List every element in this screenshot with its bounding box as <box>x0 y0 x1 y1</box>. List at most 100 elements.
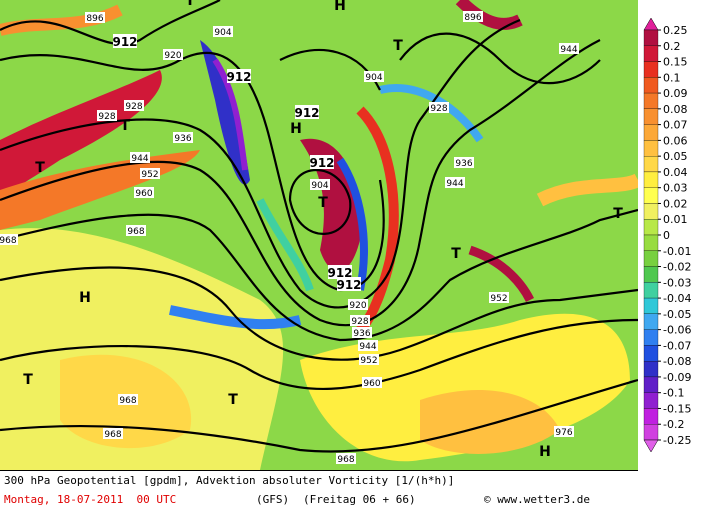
colorbar-label: 0.2 <box>663 40 681 53</box>
footer-forecast: (Freitag 06 + 66) <box>303 493 416 506</box>
colorbar-band <box>643 61 659 78</box>
contour-label: 912 <box>309 156 334 170</box>
pressure-center: H <box>334 0 346 14</box>
contour-label-bg <box>124 100 144 111</box>
contour-label: 912 <box>327 266 352 280</box>
colorbar-band <box>643 124 659 141</box>
contour-label: 968 <box>337 455 354 465</box>
colorbar-label: 0.06 <box>663 134 688 147</box>
contour-label: 912 <box>112 35 137 49</box>
colorbar-label: 0 <box>663 229 670 242</box>
pressure-center: T <box>318 195 328 211</box>
colorbar-label: -0.15 <box>663 402 691 415</box>
colorbar-band <box>643 92 659 109</box>
contour-label: 968 <box>127 227 144 237</box>
footer-title: 300 hPa Geopotential [gpdm], Advektion a… <box>4 474 455 487</box>
contour-label-bg <box>113 34 137 48</box>
pressure-center: T <box>613 206 623 222</box>
colorbar-band <box>643 219 659 236</box>
footer-copyright: © www.wetter3.de <box>484 493 590 506</box>
colorbar-band <box>643 266 659 283</box>
contour-label: 976 <box>555 428 572 438</box>
colorbar-label: 0.02 <box>663 197 688 210</box>
contour-label: 904 <box>311 181 328 191</box>
contour-label: 904 <box>365 73 382 83</box>
contour-label-bg <box>429 102 449 113</box>
contour-label-bg <box>364 71 384 82</box>
colorbar-label: -0.1 <box>663 387 684 400</box>
contour-label-bg <box>358 340 378 351</box>
pressure-center: T <box>185 0 195 9</box>
contour-label: 968 <box>119 396 136 406</box>
contour-label-bg <box>336 453 356 464</box>
contour-label: 936 <box>353 329 370 339</box>
contour-label-bg <box>295 105 319 119</box>
colorbar-label: 0.07 <box>663 119 688 132</box>
colorbar-band <box>643 282 659 299</box>
colorbar-label: 0.05 <box>663 150 688 163</box>
contour-label: 960 <box>135 189 152 199</box>
contour-label: 960 <box>363 379 380 389</box>
colorbar-label: -0.03 <box>663 276 691 289</box>
colorbar-label: 0.25 <box>663 24 688 37</box>
contour-label: 920 <box>349 301 366 311</box>
colorbar-band <box>643 361 659 378</box>
contour-label-bg <box>359 354 379 365</box>
colorbar-band <box>643 313 659 330</box>
colorbar-label: 0.15 <box>663 56 688 69</box>
contour-label-bg <box>554 426 574 437</box>
map: 896 912 920 928 904 912 912 936 944 952 960 968 968 9… <box>0 0 638 470</box>
contour-label-bg <box>489 292 509 303</box>
colorbar-band <box>643 171 659 188</box>
pressure-center: H <box>290 121 302 137</box>
contour-label: 952 <box>141 170 158 180</box>
contour-label: 944 <box>560 45 577 55</box>
colorbar-label: -0.2 <box>663 418 684 431</box>
colorbar-band <box>643 329 659 346</box>
contour-label: 928 <box>430 104 447 114</box>
contour-label: 936 <box>174 134 191 144</box>
contour-label-bg <box>328 265 352 279</box>
contour-label: 952 <box>360 356 377 366</box>
contour-label-bg <box>0 234 18 245</box>
contour-label: 928 <box>351 317 368 327</box>
colorbar-label: 0.01 <box>663 213 688 226</box>
contour-label-bg <box>140 168 160 179</box>
contour-label-bg <box>97 110 117 121</box>
pressure-center: T <box>35 160 45 176</box>
contour-label-bg <box>362 377 382 388</box>
contour-label-bg <box>310 179 330 190</box>
contour-label: 952 <box>490 294 507 304</box>
colorbar-band <box>643 376 659 393</box>
contour-label: 936 <box>455 159 472 169</box>
contour-label: 968 <box>104 430 121 440</box>
colorbar-band <box>643 108 659 125</box>
contour-label-bg <box>559 43 579 54</box>
colorbar-label: 0.1 <box>663 71 681 84</box>
colorbar-band <box>643 187 659 204</box>
contour-label: 928 <box>98 112 115 122</box>
footer-date: Montag, 18-07-2011 00 UTC <box>4 493 177 506</box>
colorbar-label: 0.03 <box>663 182 688 195</box>
pressure-center: T <box>451 246 461 262</box>
contour-label: 896 <box>86 14 103 24</box>
contour-label-bg <box>213 26 233 37</box>
colorbar-band <box>643 424 659 441</box>
pressure-center: T <box>228 392 238 408</box>
colorbar-label: -0.02 <box>663 261 691 274</box>
contour-label-bg <box>130 152 150 163</box>
colorbar-band <box>643 203 659 220</box>
colorbar-label: -0.09 <box>663 371 691 384</box>
contour-label-bg <box>227 69 251 83</box>
contour-label-bg <box>85 12 105 23</box>
colorbar-band <box>643 408 659 425</box>
colorbar-arrow <box>643 439 659 453</box>
geopotential-contours <box>0 0 638 453</box>
contour-label-bg <box>350 315 370 326</box>
contour-label: 904 <box>214 28 231 38</box>
colorbar: 0.25 0.2 0.15 0.1 0.09 0.08 0.07 0.06 0.05 0.04 0.… <box>643 17 691 453</box>
colorbar-band <box>643 234 659 251</box>
contour-label-bg <box>163 49 183 60</box>
colorbar-label: -0.04 <box>663 292 691 305</box>
contour-label: 944 <box>359 342 376 352</box>
